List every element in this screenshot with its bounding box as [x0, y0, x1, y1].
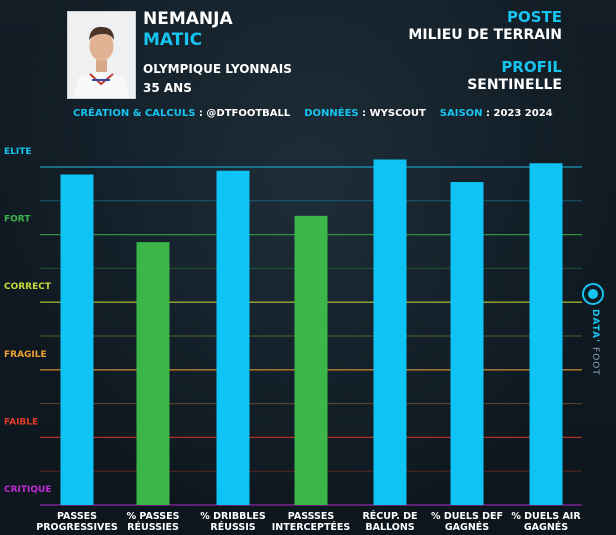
season-value: : 2023 2024 — [486, 108, 553, 119]
profile-value: SENTINELLE — [467, 77, 562, 93]
data-value: : WYSCOUT — [362, 108, 426, 119]
category-label-6-line-1: % DUELS DEF — [431, 511, 503, 522]
category-label-7-line-2: GAGNÉS — [524, 521, 568, 533]
data-label: DONNÉES — [304, 108, 359, 119]
profile-label: PROFIL — [501, 58, 562, 76]
player-last-name: MATIC — [143, 30, 203, 50]
category-label-5-line-1: RÉCUP. DE — [362, 510, 417, 522]
creation-label: CRÉATION & CALCULS — [73, 108, 196, 119]
bar-6 — [450, 182, 484, 505]
bar-1 — [60, 174, 94, 505]
category-label-6-line-2: GAGNÉS — [445, 521, 489, 533]
level-label-fort: FORT — [4, 215, 31, 225]
brand-text: DATA' FOOT — [588, 309, 600, 376]
data-foot-logo-icon — [582, 283, 604, 305]
category-label-3-line-2: RÉUSSIS — [210, 521, 255, 533]
player-photo — [67, 11, 136, 99]
category-label-1-line-2: PROGRESSIVES — [36, 522, 118, 533]
category-label-2-line-1: % PASSES — [127, 511, 180, 522]
level-label-critique: CRITIQUE — [4, 485, 51, 495]
bar-4 — [294, 215, 328, 506]
creation-value: : @DTFOOTBALL — [198, 108, 291, 119]
level-label-fragile: FRAGILE — [4, 350, 47, 360]
position-label: POSTE — [506, 8, 562, 26]
level-label-elite: ELITE — [4, 147, 32, 157]
category-label-5-line-2: BALLONS — [365, 522, 414, 533]
category-label-4-line-1: PASSSES — [288, 511, 335, 522]
season-label: SAISON — [439, 108, 483, 119]
bar-7 — [529, 163, 563, 505]
brand-name: DATA' — [590, 309, 600, 343]
level-label-faible: FAIBLE — [4, 417, 38, 427]
player-first-name: NEMANJA — [143, 9, 233, 29]
brand-sub: FOOT — [590, 347, 600, 376]
category-label-4-line-2: INTERCEPTÉES — [272, 521, 351, 533]
player-club: OLYMPIQUE LYONNAIS — [143, 62, 292, 76]
category-label-1-line-1: PASSES — [57, 511, 97, 522]
bar-5 — [373, 159, 407, 505]
credits-line: CRÉATION & CALCULS : @DTFOOTBALL DONNÉES… — [73, 108, 553, 119]
level-label-correct: CORRECT — [4, 282, 52, 292]
bar-2 — [136, 242, 170, 505]
category-label-3-line-1: % DRIBBLES — [200, 511, 266, 522]
player-age: 35 ANS — [143, 81, 192, 95]
category-label-7-line-1: % DUELS AIR — [511, 511, 581, 522]
bar-3 — [216, 170, 250, 505]
category-label-2-line-2: RÉUSSIES — [127, 521, 179, 533]
position-value: MILIEU DE TERRAIN — [408, 27, 562, 43]
